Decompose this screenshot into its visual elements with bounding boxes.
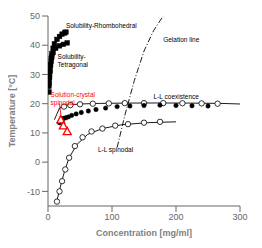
svg-text:0: 0 xyxy=(35,157,40,167)
svg-text:Solubility-Tetragonal: Solubility-Tetragonal xyxy=(58,53,89,69)
svg-text:40: 40 xyxy=(30,40,40,50)
svg-text:Concentration [mg/ml]: Concentration [mg/ml] xyxy=(96,228,192,238)
svg-text:100: 100 xyxy=(104,212,119,222)
svg-text:300: 300 xyxy=(232,212,247,222)
svg-text:0: 0 xyxy=(45,212,50,222)
svg-text:20: 20 xyxy=(30,99,40,109)
svg-text:L-L spinodal: L-L spinodal xyxy=(98,146,134,154)
svg-text:-10: -10 xyxy=(27,187,40,197)
svg-text:Temperature [°C]: Temperature [°C] xyxy=(8,75,17,147)
svg-text:50: 50 xyxy=(30,11,40,21)
svg-text:Solution-crystalspinodal: Solution-crystalspinodal xyxy=(51,91,96,107)
svg-text:L-L coexistence: L-L coexistence xyxy=(154,93,200,100)
svg-text:30: 30 xyxy=(30,70,40,80)
svg-text:Gelation line: Gelation line xyxy=(163,36,200,43)
svg-text:Solubility-Rhombohedral: Solubility-Rhombohedral xyxy=(66,21,137,29)
svg-text:200: 200 xyxy=(168,212,183,222)
svg-text:10: 10 xyxy=(30,128,40,138)
